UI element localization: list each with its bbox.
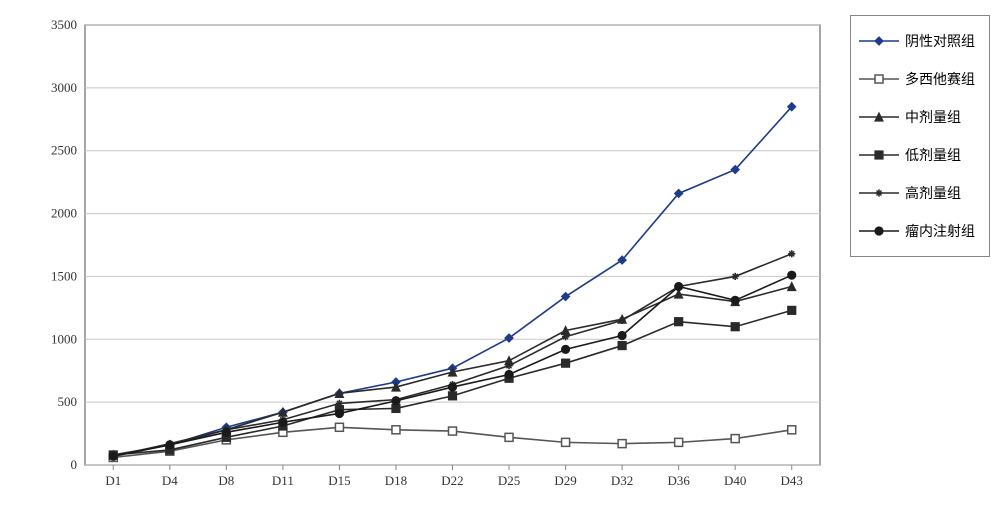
legend-marker <box>859 109 899 125</box>
legend-label: 阴性对照组 <box>905 31 975 51</box>
legend-marker <box>859 223 899 239</box>
legend-label: 瘤内注射组 <box>905 221 975 241</box>
legend-item-doc: 多西他赛组 <box>859 60 981 98</box>
chart-svg: 0 500 1000 1500 2000 2500 3000 3500 D1 D4 D8 D11 D15… <box>30 15 830 495</box>
y-tick-label: 1500 <box>51 268 77 283</box>
x-tick-label: D43 <box>781 473 803 488</box>
legend-marker <box>859 71 899 87</box>
legend-label: 多西他赛组 <box>905 69 975 89</box>
x-tick-label: D15 <box>328 473 350 488</box>
line-chart: 0 500 1000 1500 2000 2500 3000 3500 D1 D4 D8 D11 D15… <box>30 15 830 495</box>
y-tick-label: 1000 <box>51 331 77 346</box>
y-tick-label: 2500 <box>51 143 77 158</box>
y-tick-label: 3500 <box>51 17 77 32</box>
y-tick-label: 3000 <box>51 80 77 95</box>
x-tick-label: D11 <box>272 473 294 488</box>
x-tick-label: D32 <box>611 473 633 488</box>
legend-marker <box>859 147 899 163</box>
x-tick-label: D36 <box>667 473 690 488</box>
legend-item-ctrl: 阴性对照组 <box>859 22 981 60</box>
x-tick-label: D18 <box>385 473 407 488</box>
x-tick-label: D22 <box>441 473 463 488</box>
legend-item-high: 高剂量组 <box>859 174 981 212</box>
x-tick-label: D40 <box>724 473 746 488</box>
legend-item-low: 低剂量组 <box>859 136 981 174</box>
legend: 阴性对照组多西他赛组中剂量组低剂量组高剂量组瘤内注射组 <box>850 15 990 257</box>
x-tick-label: D8 <box>218 473 234 488</box>
legend-marker <box>859 33 899 49</box>
y-tick-label: 2000 <box>51 206 77 221</box>
x-tick-label: D4 <box>162 473 178 488</box>
legend-label: 高剂量组 <box>905 183 961 203</box>
legend-marker <box>859 185 899 201</box>
legend-label: 中剂量组 <box>905 107 961 127</box>
y-tick-label: 0 <box>71 457 78 472</box>
legend-item-mid: 中剂量组 <box>859 98 981 136</box>
x-tick-label: D1 <box>105 473 121 488</box>
legend-item-intra: 瘤内注射组 <box>859 212 981 250</box>
y-tick-label: 500 <box>58 394 78 409</box>
legend-label: 低剂量组 <box>905 145 961 165</box>
x-tick-label: D25 <box>498 473 520 488</box>
x-tick-label: D29 <box>554 473 576 488</box>
